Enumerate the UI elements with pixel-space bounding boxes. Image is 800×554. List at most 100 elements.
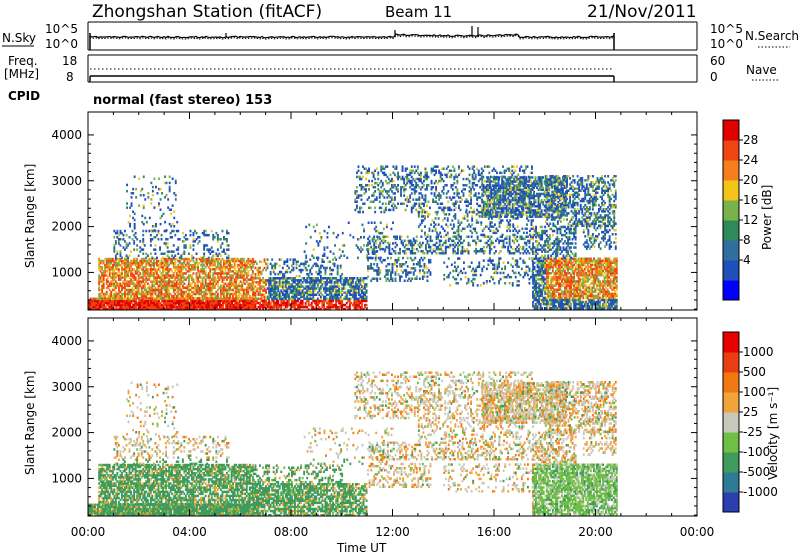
range-cell xyxy=(215,259,218,263)
range-cell xyxy=(163,274,166,277)
range-cell xyxy=(527,235,529,238)
range-cell xyxy=(154,270,157,273)
range-cell xyxy=(183,257,186,261)
range-cell xyxy=(326,246,329,249)
range-cell xyxy=(189,263,192,267)
range-cell xyxy=(156,192,159,195)
range-cell xyxy=(147,301,150,305)
range-cell xyxy=(174,194,177,197)
range-cell xyxy=(124,263,126,267)
range-cell xyxy=(229,282,231,285)
range-cell xyxy=(384,202,387,205)
range-cell xyxy=(236,288,239,292)
range-cell xyxy=(362,175,364,179)
range-cell xyxy=(195,266,198,269)
range-cell xyxy=(120,305,122,309)
range-cell xyxy=(203,276,206,279)
range-cell xyxy=(149,244,152,247)
range-cell xyxy=(131,261,134,265)
range-cell xyxy=(238,303,241,307)
range-cell xyxy=(121,261,123,265)
range-cell xyxy=(126,303,128,307)
range-cell xyxy=(162,284,164,288)
range-cell xyxy=(189,288,192,292)
range-cell xyxy=(147,305,150,309)
range-cell xyxy=(133,278,136,281)
range-cell xyxy=(111,257,114,261)
range-cell xyxy=(426,239,429,243)
range-cell xyxy=(382,239,385,243)
range-cell xyxy=(134,286,137,290)
range-cell xyxy=(172,286,175,290)
range-cell xyxy=(124,266,126,269)
range-cell xyxy=(153,261,155,265)
range-cell xyxy=(137,263,140,267)
range-cell xyxy=(89,299,92,303)
range-cell xyxy=(143,294,146,298)
range-cell xyxy=(170,208,173,211)
range-cell xyxy=(212,303,215,307)
range-cell xyxy=(180,263,183,267)
range-cell xyxy=(230,296,233,300)
range-cell xyxy=(113,286,116,290)
range-cell xyxy=(242,288,245,292)
range-cell xyxy=(125,292,128,296)
range-cell xyxy=(196,307,198,311)
range-cell xyxy=(153,299,156,303)
range-cell xyxy=(249,307,252,311)
range-cell xyxy=(172,250,175,253)
range-cell xyxy=(156,274,158,277)
range-cell xyxy=(120,299,122,303)
range-cell xyxy=(162,272,164,275)
range-cell xyxy=(280,258,283,261)
range-cell xyxy=(459,208,462,212)
range-cell xyxy=(148,261,151,265)
range-cell xyxy=(229,268,231,271)
range-cell xyxy=(405,261,408,264)
range-cell xyxy=(107,297,110,301)
range-cell xyxy=(471,231,474,235)
range-cell xyxy=(397,202,399,205)
range-cell xyxy=(172,244,175,247)
range-cell xyxy=(188,282,190,285)
range-cell xyxy=(125,263,128,267)
range-cell xyxy=(124,278,126,281)
range-cell xyxy=(390,252,393,255)
range-cell xyxy=(477,192,480,195)
range-cell xyxy=(160,284,163,288)
nsky-panel: N.Sky 10^5 10^0 10^5 10^0 N.Search xyxy=(2,21,799,51)
range-cell xyxy=(146,296,149,300)
range-cell xyxy=(504,245,507,249)
range-cell xyxy=(167,198,170,201)
range-cell xyxy=(230,278,233,281)
range-cell xyxy=(453,181,456,185)
range-cell xyxy=(229,292,231,296)
range-cell xyxy=(234,307,237,311)
range-cell xyxy=(381,231,384,235)
range-cell xyxy=(177,299,180,303)
range-cell xyxy=(148,307,151,311)
range-cell xyxy=(101,286,104,290)
range-cell xyxy=(207,290,210,294)
range-cell xyxy=(184,272,187,275)
range-cell xyxy=(110,297,113,301)
range-cell xyxy=(232,307,235,311)
range-cell xyxy=(209,274,212,277)
power-heatmap xyxy=(88,165,618,311)
range-cell xyxy=(111,270,114,273)
range-cell xyxy=(168,185,171,189)
range-cell xyxy=(357,256,359,260)
range-cell xyxy=(263,258,266,261)
range-cell xyxy=(186,238,189,241)
range-cell xyxy=(156,282,158,285)
range-cell xyxy=(226,305,229,309)
range-cell xyxy=(101,294,104,298)
range-cell xyxy=(169,276,172,279)
range-cell xyxy=(162,270,164,273)
range-cell xyxy=(161,307,163,311)
range-cell xyxy=(430,192,433,195)
range-cell xyxy=(191,303,194,307)
range-cell xyxy=(145,266,148,269)
range-cell xyxy=(223,292,225,296)
range-cell xyxy=(197,303,200,307)
